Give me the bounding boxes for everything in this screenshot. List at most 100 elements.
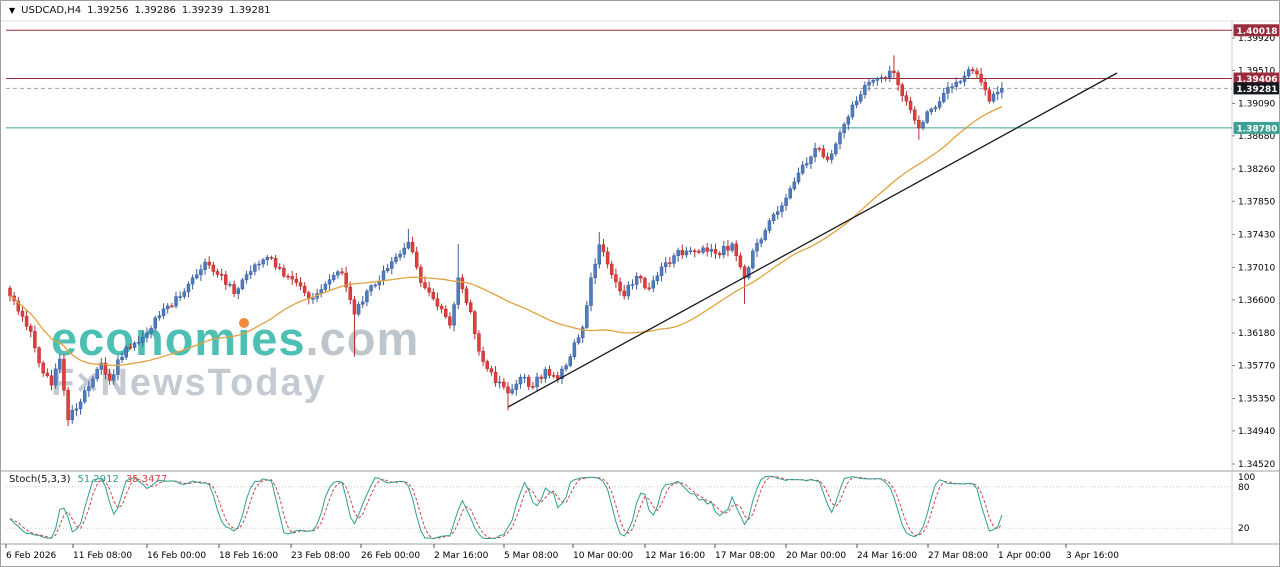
symbol-dropdown-icon[interactable]: ▼ (9, 6, 16, 15)
price-axis-label: 1.37430 (1238, 230, 1275, 240)
stoch-scale-label: 100 (1238, 473, 1255, 483)
candle-body (605, 251, 610, 265)
candle-body (62, 358, 66, 391)
price-badge-label: 1.39406 (1237, 75, 1278, 85)
candle-body (904, 95, 909, 102)
candle-body (340, 271, 344, 274)
candle-body (290, 276, 294, 280)
candle-body (958, 81, 963, 83)
candle-body (182, 291, 187, 297)
watermark-brand-i-orange-dot: i (237, 312, 252, 365)
candle-body (975, 70, 979, 75)
stoch-name: Stoch(5,3,3) (9, 474, 71, 485)
candle-body (514, 383, 519, 390)
candle-body (846, 116, 851, 125)
candle-body (572, 342, 577, 357)
candle-body (680, 250, 685, 256)
candle-body (120, 356, 124, 360)
candle-body (792, 181, 797, 189)
candle-body (854, 100, 859, 106)
ascending-trendline[interactable] (507, 72, 1118, 408)
price-axis[interactable]: 1.39920 1.39510 1.39090 1.38680 1.38260 1.378… (1232, 24, 1280, 470)
price-axis-label: 1.39920 (1238, 34, 1275, 44)
price-badge-label: 1.39281 (1237, 85, 1278, 95)
candle-body (921, 121, 925, 129)
time-axis-label: 24 Mar 16:00 (857, 551, 917, 561)
time-axis[interactable]: 6 Feb 2026 11 Feb 08:00 16 Feb 00:00 18 Feb… (5, 544, 1119, 561)
candle-body (406, 242, 411, 249)
candle-body (493, 371, 498, 383)
candle-body (24, 316, 29, 327)
candle-body (402, 247, 406, 255)
candle-body (908, 100, 913, 111)
candle-body (506, 386, 510, 394)
time-axis-label: 16 Feb 00:00 (147, 551, 206, 561)
candle-body (20, 310, 25, 317)
candle-body (269, 257, 274, 259)
time-axis-label: 1 Apr 00:00 (998, 551, 1051, 561)
candle-body (738, 255, 743, 268)
candle-body (917, 119, 921, 129)
candle-body (431, 291, 436, 299)
candle-body (373, 284, 377, 287)
candle-body (66, 389, 70, 421)
candle-body (244, 274, 249, 281)
candle-body (817, 148, 821, 150)
candle-body (435, 298, 440, 307)
watermark-brand-domain: .com (305, 312, 420, 365)
time-axis-label: 17 Mar 08:00 (715, 551, 775, 561)
candle-body (759, 239, 763, 244)
candle-body (361, 301, 365, 305)
candle-body (107, 373, 112, 381)
candle-body (850, 104, 855, 118)
candle-body (460, 277, 465, 290)
candle-body (589, 277, 593, 306)
candle-body (452, 304, 456, 326)
price-badge-1.39281 (1233, 82, 1279, 95)
watermark-brand: economies.com (51, 312, 420, 365)
candle-body (87, 386, 91, 391)
candle-body (481, 350, 485, 362)
price-axis-label: 1.34940 (1238, 427, 1275, 437)
candle-body (626, 284, 631, 297)
candle-body (995, 92, 1000, 95)
candle-body (547, 369, 552, 376)
candle-body (722, 245, 726, 256)
candle-body (427, 287, 431, 293)
moving-average-line[interactable] (9, 106, 1003, 367)
candle-body (327, 279, 332, 285)
price-axis-label: 1.35770 (1238, 361, 1275, 371)
candle-body (875, 77, 880, 81)
candle-body (165, 305, 170, 310)
candle-body (639, 275, 643, 279)
price-axis-label: 1.39090 (1238, 99, 1275, 109)
ohlc-high-value: 1.39286 (134, 5, 176, 16)
candle-body (390, 261, 394, 269)
candle-body (556, 375, 560, 380)
candle-body (672, 255, 676, 264)
stoch-scale-label: 20 (1238, 524, 1250, 534)
time-axis-label: 18 Feb 16:00 (219, 551, 278, 561)
candle-body (709, 249, 714, 252)
candle-body (983, 81, 987, 91)
candle-body (149, 328, 153, 334)
candle-body (170, 305, 174, 308)
candle-body (348, 286, 353, 300)
time-axis-label: 27 Mar 08:00 (928, 551, 988, 561)
price-axis-label: 1.36180 (1238, 329, 1275, 339)
candle-body (813, 148, 817, 158)
candle-body (456, 277, 460, 305)
candle-body (543, 369, 548, 379)
candle-body (510, 389, 514, 394)
candle-body (879, 77, 884, 79)
candle-body (1000, 88, 1004, 93)
price-axis-label: 1.34520 (1238, 460, 1275, 470)
candle-body (925, 111, 929, 123)
candle-body (871, 80, 875, 83)
candle-body (676, 250, 680, 256)
candle-body (37, 347, 41, 364)
candle-body (800, 164, 805, 174)
stoch-scale-label: 80 (1238, 483, 1250, 493)
